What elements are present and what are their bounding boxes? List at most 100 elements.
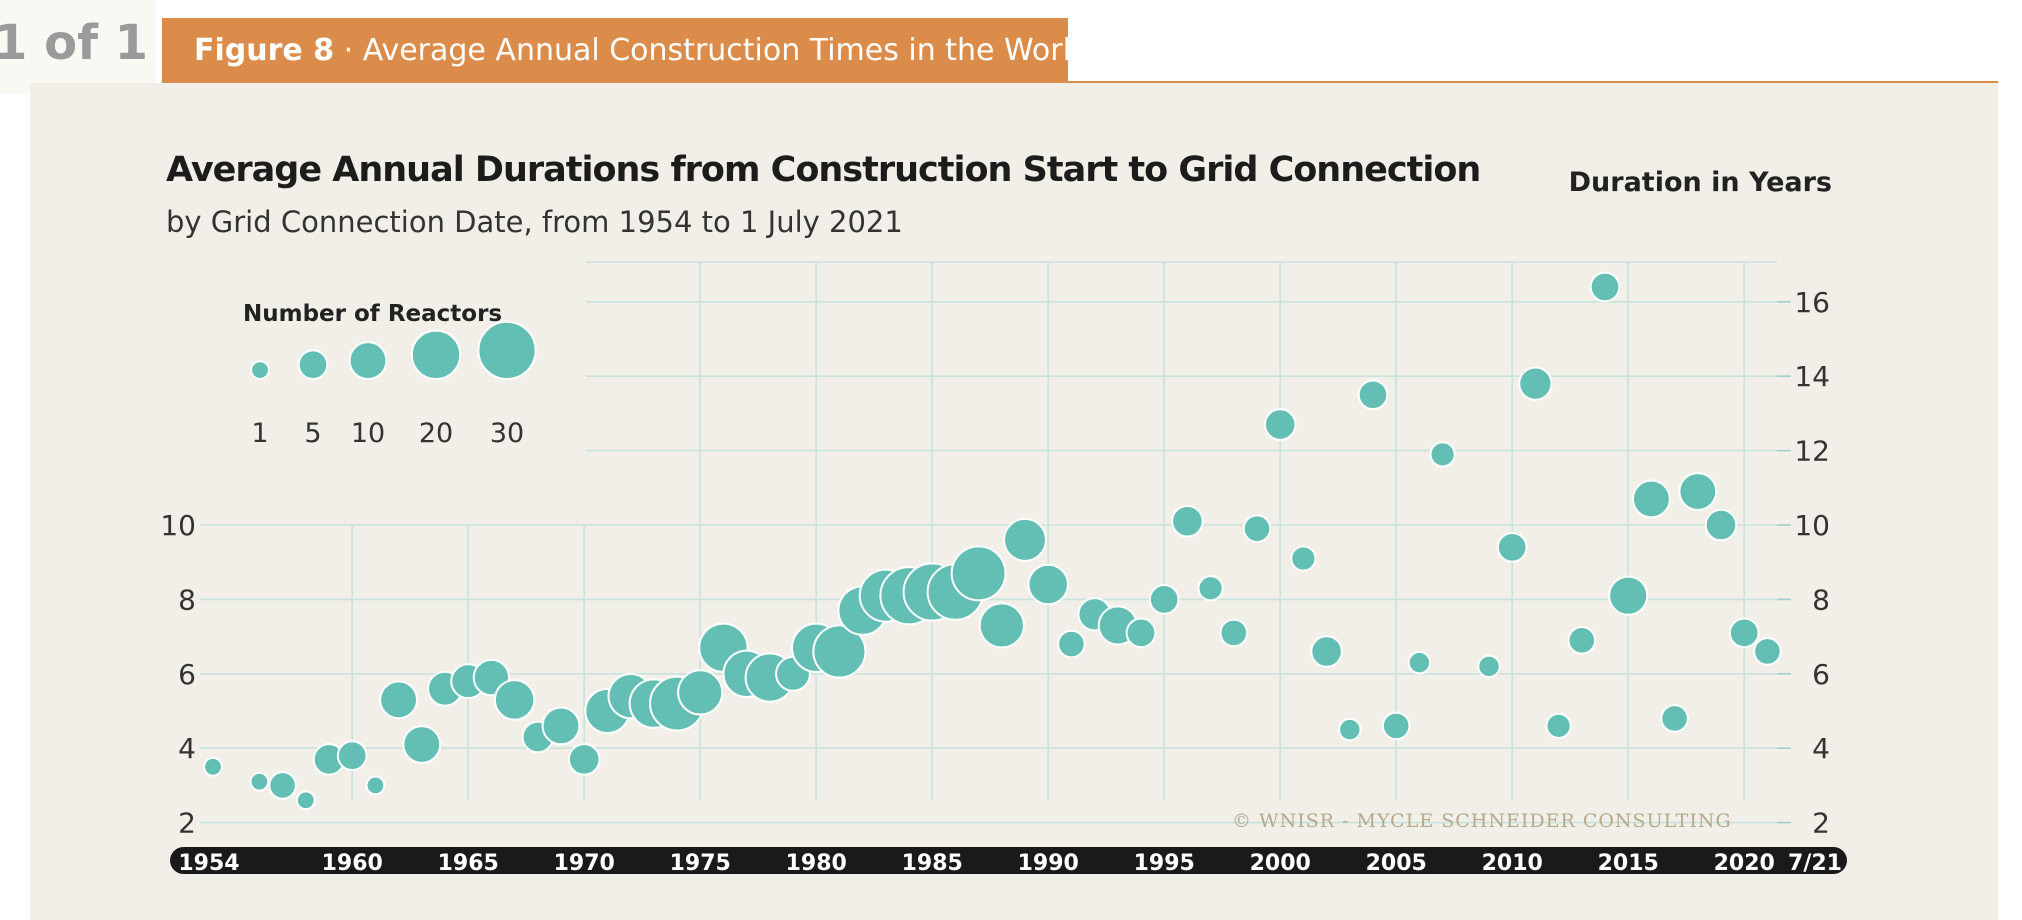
y-tick-label-right: 16 <box>1794 286 1830 319</box>
data-bubble <box>1567 626 1597 655</box>
size-legend-label: 5 <box>304 418 321 449</box>
y-tick-label-right: 12 <box>1794 435 1830 468</box>
figure-title: Average Annual Construction Times in the… <box>362 33 1090 68</box>
data-bubble <box>1338 717 1362 742</box>
data-bubble <box>1290 545 1317 572</box>
y-tick-label-left: 6 <box>178 658 196 691</box>
data-bubble <box>249 771 270 792</box>
y-tick-label-left: 4 <box>178 732 196 765</box>
data-bubble <box>950 545 1007 602</box>
data-bubble <box>402 725 442 764</box>
size-legend-label: 30 <box>490 418 524 449</box>
size-legend-bubble <box>477 320 537 380</box>
x-tick-label: 2010 <box>1482 851 1543 876</box>
size-legend: Number of Reactors 1 5 10 20 30 <box>243 301 537 449</box>
data-bubble <box>1219 618 1249 648</box>
data-bubble <box>978 602 1025 649</box>
data-bubble <box>812 624 867 679</box>
data-bubble <box>295 790 316 811</box>
data-bubble <box>365 775 386 796</box>
x-axis-bar <box>170 847 1847 874</box>
y-tick-label-right: 6 <box>1812 658 1830 691</box>
y-tick-label-left: 2 <box>178 807 196 840</box>
data-bubble <box>1381 711 1411 741</box>
data-bubble <box>1678 472 1718 511</box>
data-bubble <box>1407 650 1432 675</box>
data-bubble <box>336 740 368 771</box>
size-legend-label: 10 <box>351 418 385 449</box>
data-bubble <box>1496 531 1528 563</box>
size-legend-title: Number of Reactors <box>243 301 502 327</box>
x-tick-label: 1954 <box>178 851 239 876</box>
grid <box>200 261 1777 824</box>
y-tick-label-left: 8 <box>178 583 196 616</box>
x-tick-label: 1990 <box>1018 851 1079 876</box>
y-tick-label-right: 2 <box>1812 807 1830 840</box>
x-tick-label: 1995 <box>1134 851 1195 876</box>
data-bubble <box>1429 441 1456 468</box>
y-tick-label-right: 14 <box>1794 360 1830 393</box>
data-bubble <box>1704 508 1738 542</box>
x-tick-label: 2005 <box>1366 851 1427 876</box>
data-bubble <box>1263 408 1297 441</box>
size-legend-bubble <box>348 341 388 380</box>
y-tick-label-right: 4 <box>1812 732 1830 765</box>
x-tick-label: 7/21 <box>1788 851 1842 876</box>
data-bubble <box>1477 654 1501 679</box>
data-bubble <box>1003 517 1047 562</box>
data-bubble <box>1125 617 1157 649</box>
y-tick-label-right: 8 <box>1812 583 1830 616</box>
x-tick-label: 2020 <box>1714 851 1775 876</box>
copyright-credit: © WNISR - MYCLE SCHNEIDER CONSULTING <box>1232 810 1732 832</box>
size-legend-label: 20 <box>419 418 453 449</box>
x-tick-label: 2015 <box>1598 851 1659 876</box>
data-bubble <box>1057 629 1086 659</box>
data-bubble <box>1357 379 1389 411</box>
x-axis: 1954 1960 1965 1970 1975 1980 1985 1990 1995 2000… <box>170 847 1847 876</box>
data-bubble <box>1518 366 1553 401</box>
data-bubble <box>1631 479 1671 519</box>
data-bubble <box>493 679 536 721</box>
data-bubble <box>379 680 419 720</box>
size-legend-bubble <box>410 329 462 380</box>
data-bubble <box>268 771 297 800</box>
x-tick-label: 1985 <box>902 851 963 876</box>
x-tick-label: 2000 <box>1250 851 1311 876</box>
data-bubble <box>1589 271 1621 303</box>
data-bubble <box>567 743 601 776</box>
data-bubble <box>1728 617 1760 649</box>
banner-rule <box>1068 81 1998 83</box>
chart-subtitle: by Grid Connection Date, from 1954 to 1 … <box>166 205 903 239</box>
data-bubble <box>1197 575 1224 602</box>
x-tick-label: 1970 <box>554 851 615 876</box>
data-bubble <box>1242 514 1272 544</box>
data-bubble <box>677 669 724 716</box>
data-bubble <box>541 706 581 746</box>
data-bubble <box>1310 635 1343 668</box>
bubbles <box>203 271 1782 811</box>
x-tick-label: 1965 <box>438 851 499 876</box>
figure-banner: Figure 8 · Average Annual Construction T… <box>162 18 1090 83</box>
x-tick-label: 1975 <box>670 851 731 876</box>
figure-separator: · <box>334 33 363 68</box>
data-bubble <box>1608 575 1649 616</box>
data-bubble <box>1753 637 1782 666</box>
page-counter-text: 1 of 1 <box>0 15 149 71</box>
x-tick-label: 1960 <box>322 851 383 876</box>
y-tick-label-right: 10 <box>1794 509 1830 542</box>
y-axis-label: Duration in Years <box>1568 167 1832 198</box>
chart-title: Average Annual Durations from Constructi… <box>166 150 1481 190</box>
page-counter: 1 of 1 <box>0 0 154 92</box>
y-tick-label-left: 10 <box>160 509 196 542</box>
x-tick-label: 1980 <box>786 851 847 876</box>
data-bubble <box>1171 505 1204 538</box>
data-bubble <box>1660 704 1689 733</box>
data-bubble <box>203 756 223 777</box>
figure-label: Figure 8 <box>194 33 335 68</box>
data-bubble <box>1027 563 1069 606</box>
data-bubble <box>1545 712 1572 740</box>
data-bubble <box>1148 584 1180 615</box>
size-legend-label: 1 <box>251 418 268 449</box>
size-legend-bubble <box>250 360 270 381</box>
